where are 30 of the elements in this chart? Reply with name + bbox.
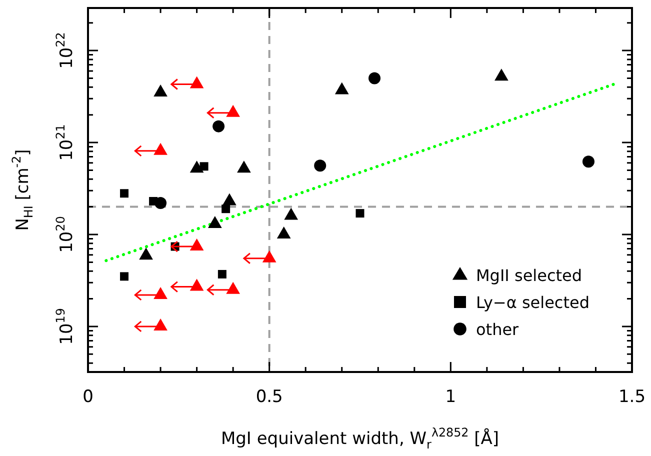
x-tick-label: 1.5 (618, 387, 646, 407)
point (154, 286, 168, 299)
point (154, 84, 168, 96)
x-tick-label: 1 (445, 387, 456, 407)
point (276, 226, 291, 238)
point (494, 68, 508, 81)
point (208, 216, 222, 228)
point (284, 208, 298, 220)
point (226, 104, 240, 117)
y-axis-title: NHI [cm-2] (9, 149, 36, 231)
y-tick-label: 1022 (53, 32, 77, 69)
legend-label: other (476, 320, 520, 339)
point (190, 278, 204, 291)
x-tick-label: 0 (82, 387, 94, 407)
point (226, 282, 240, 294)
y-tick-label: 1020 (53, 216, 77, 253)
legend-label: Ly−α selected (476, 293, 590, 312)
point (262, 250, 276, 262)
point (139, 248, 153, 260)
point (237, 160, 251, 173)
point (334, 82, 349, 94)
point (222, 193, 236, 206)
point (154, 142, 168, 155)
point (190, 238, 204, 251)
legend-label: MgII selected (476, 266, 582, 285)
point (154, 318, 168, 330)
y-tick-label: 1021 (53, 124, 77, 161)
y-tick-label: 1019 (53, 308, 77, 345)
x-tick-label: 0.5 (256, 387, 283, 407)
point (190, 160, 204, 173)
